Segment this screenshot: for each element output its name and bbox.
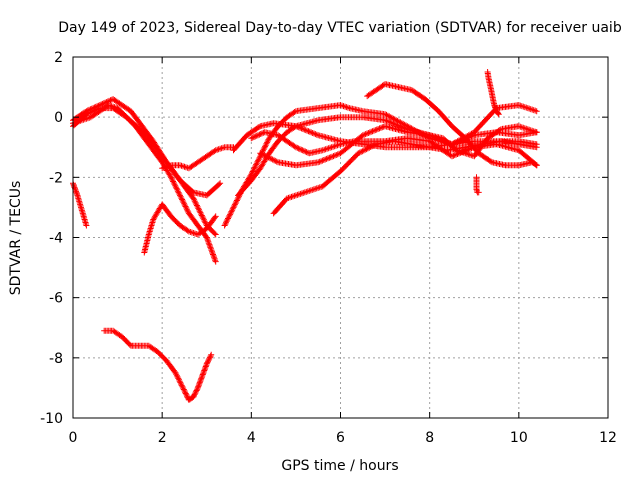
- x-axis-label: GPS time / hours: [281, 458, 398, 474]
- series-arc-5: [141, 201, 219, 256]
- series-cluster-b: [484, 69, 502, 118]
- plus-markers: [141, 201, 219, 256]
- x-tick-label: 2: [158, 430, 167, 446]
- y-tick-label: -10: [40, 411, 63, 427]
- x-tick-label: 8: [425, 430, 434, 446]
- y-axis-label: SDTVAR / TECUs: [8, 181, 24, 296]
- plus-markers: [101, 327, 215, 403]
- plus-markers: [473, 174, 482, 196]
- series-arc-6: [159, 144, 237, 172]
- y-tick-label: 0: [54, 110, 63, 126]
- x-tick-label: 0: [69, 430, 78, 446]
- x-tick-label: 4: [247, 430, 256, 446]
- series-cluster-a: [473, 174, 482, 196]
- plus-markers: [159, 144, 237, 172]
- series-arc-7: [101, 327, 215, 403]
- plus-markers: [364, 81, 540, 169]
- plus-markers: [484, 69, 502, 118]
- x-tick-label: 6: [336, 430, 345, 446]
- y-tick-label: -8: [49, 351, 63, 367]
- y-tick-label: 2: [54, 50, 63, 66]
- x-tick-label: 10: [510, 430, 528, 446]
- y-tick-label: -6: [49, 291, 63, 307]
- series-arc-14: [364, 81, 540, 169]
- data-markers: [70, 69, 540, 403]
- axis-ticks: 0 2 4 6 8 10 12 -10 -8 -6 -4 -2 0 2: [40, 50, 617, 446]
- x-tick-label: 12: [599, 430, 617, 446]
- y-tick-label: -2: [49, 170, 63, 186]
- y-tick-label: -4: [49, 231, 63, 247]
- chart-title: Day 149 of 2023, Sidereal Day-to-day VTE…: [58, 20, 622, 36]
